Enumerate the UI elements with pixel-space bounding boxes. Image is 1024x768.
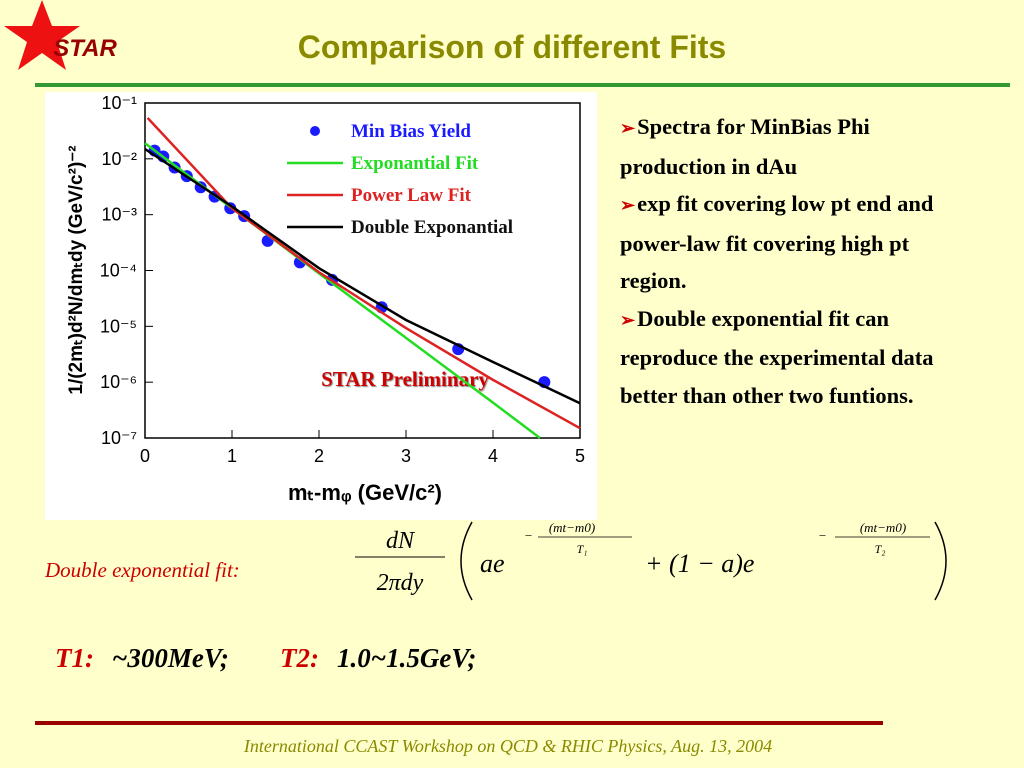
y-tick-label: 10⁻⁶	[100, 372, 137, 392]
footer: International CCAST Workshop on QCD & RH…	[243, 736, 772, 756]
x-tick-label: 4	[488, 446, 498, 466]
y-tick-label: 10⁻⁵	[100, 316, 137, 336]
exp-sign: −	[524, 528, 533, 543]
formula-term: ae	[480, 549, 505, 578]
bullet: Spectra for MinBias Phi production in dA…	[620, 108, 970, 185]
param-value: 1.0~1.5GeV;	[337, 643, 476, 673]
exp-sign: −	[818, 528, 827, 543]
legend-label: Double Exponantial	[351, 217, 513, 238]
formula-label: Double exponential fit:	[44, 558, 240, 582]
x-tick-label: 1	[227, 446, 237, 466]
bullet-list: Spectra for MinBias Phi production in dA…	[620, 108, 970, 414]
formula-denominator: 2πdy	[377, 570, 424, 596]
paren	[934, 521, 947, 601]
y-tick-label: 10⁻³	[101, 205, 137, 225]
param-value: ~300MeV;	[112, 643, 229, 673]
logo-text: STAR	[53, 35, 117, 62]
title-rule	[35, 83, 1010, 87]
fit-line	[144, 147, 581, 405]
footer-rule	[35, 721, 883, 725]
x-tick-label: 0	[140, 446, 150, 466]
y-tick-label: 10⁻²	[101, 149, 137, 169]
exp-numerator: (mt−m0)	[549, 520, 595, 535]
y-tick-label: 10⁻⁴	[100, 261, 137, 281]
legend-marker	[310, 126, 320, 136]
y-tick-label: 10⁻¹	[101, 93, 137, 113]
exp-numerator: (mt−m0)	[860, 520, 906, 535]
paren	[460, 521, 473, 601]
star-logo	[4, 0, 80, 70]
x-tick-label: 2	[314, 446, 324, 466]
y-axis-label: 1/(2mₜ)d²N/dmₜdy (GeV/c²)⁻²	[66, 145, 87, 394]
legend-label: Power Law Fit	[351, 185, 472, 206]
x-axis-label: mₜ-mᵩ (GeV/c²)	[288, 480, 442, 505]
bullet: exp fit covering low pt end and power-la…	[620, 185, 970, 300]
param-label: T1:	[55, 643, 94, 673]
x-tick-label: 3	[401, 446, 411, 466]
bullet: Double exponential fit can reproduce the…	[620, 300, 970, 415]
slide-title: Comparison of different Fits	[298, 29, 726, 65]
y-tick-label: 10⁻⁷	[101, 428, 137, 448]
annotation: STAR Preliminary	[321, 367, 489, 391]
formula: dN 2πdy ae − (mt−m0) T₁ + (1 − a)e − (mt…	[355, 520, 947, 601]
fit-line	[146, 117, 581, 430]
param-label: T2:	[280, 643, 319, 673]
x-tick-label: 5	[575, 446, 585, 466]
exp-denominator: T₂	[875, 542, 886, 556]
params: T1: ~300MeV; T2: 1.0~1.5GeV;	[55, 643, 476, 673]
legend-label: Exponantial Fit	[351, 153, 479, 174]
formula-term: + (1 − a)e	[645, 549, 754, 578]
exp-denominator: T₁	[577, 542, 588, 556]
legend-label: Min Bias Yield	[351, 121, 471, 142]
plot-area	[144, 117, 581, 439]
formula-numerator: dN	[386, 528, 416, 554]
